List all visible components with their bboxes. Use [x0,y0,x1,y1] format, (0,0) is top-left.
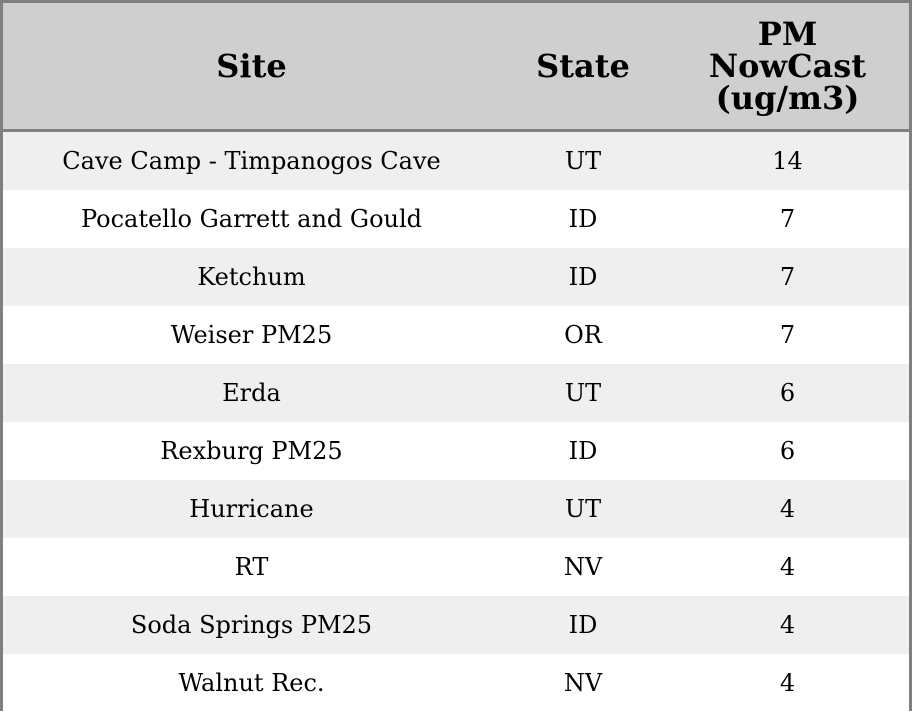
cell-site: RT [3,538,500,596]
cell-state: NV [500,654,666,712]
cell-state: OR [500,306,666,364]
cell-state: ID [500,596,666,654]
header-row: Site State PM NowCast (ug/m3) [3,3,909,132]
cell-pm-nowcast: 7 [666,190,909,248]
cell-pm-nowcast: 4 [666,596,909,654]
table-row: Walnut Rec. NV 4 [3,654,909,712]
table-row: Weiser PM25 OR 7 [3,306,909,364]
cell-pm-nowcast: 6 [666,364,909,422]
cell-site: Rexburg PM25 [3,422,500,480]
cell-pm-nowcast: 14 [666,130,909,190]
column-header-site: Site [3,3,500,132]
cell-pm-nowcast: 4 [666,538,909,596]
table-row: Erda UT 6 [3,364,909,422]
cell-site: Pocatello Garrett and Gould [3,190,500,248]
cell-pm-nowcast: 6 [666,422,909,480]
cell-state: ID [500,190,666,248]
cell-state: UT [500,130,666,190]
cell-state: UT [500,480,666,538]
cell-state: ID [500,422,666,480]
table-row: Cave Camp - Timpanogos Cave UT 14 [3,130,909,190]
column-header-pm: PM NowCast (ug/m3) [666,3,909,132]
cell-site: Erda [3,364,500,422]
cell-state: ID [500,248,666,306]
cell-state: NV [500,538,666,596]
cell-site: Cave Camp - Timpanogos Cave [3,130,500,190]
cell-pm-nowcast: 4 [666,480,909,538]
column-header-state: State [500,3,666,132]
table-row: Ketchum ID 7 [3,248,909,306]
cell-pm-nowcast: 7 [666,248,909,306]
cell-site: Hurricane [3,480,500,538]
cell-site: Ketchum [3,248,500,306]
cell-state: UT [500,364,666,422]
table-row: Soda Springs PM25 ID 4 [3,596,909,654]
table-row: Hurricane UT 4 [3,480,909,538]
cell-site: Weiser PM25 [3,306,500,364]
cell-site: Soda Springs PM25 [3,596,500,654]
table-row: Pocatello Garrett and Gould ID 7 [3,190,909,248]
cell-site: Walnut Rec. [3,654,500,712]
cell-pm-nowcast: 4 [666,654,909,712]
table-row: Rexburg PM25 ID 6 [3,422,909,480]
table-row: RT NV 4 [3,538,909,596]
cell-pm-nowcast: 7 [666,306,909,364]
column-header-pm-label: PM NowCast (ug/m3) [708,15,867,117]
